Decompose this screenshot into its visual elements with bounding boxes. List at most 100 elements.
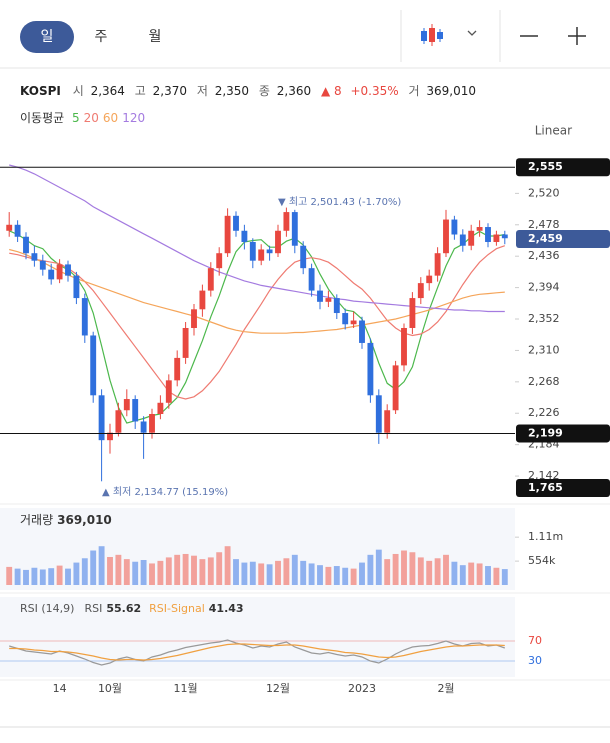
volume-bar <box>325 566 332 585</box>
y-tick-label: 1.11m <box>528 530 563 543</box>
volume-value: 369,010 <box>57 513 112 527</box>
volume-bar <box>199 559 206 585</box>
candle-body <box>300 245 307 269</box>
volume-bar <box>182 553 189 585</box>
volume-bar <box>90 550 97 585</box>
change-pct: +0.35% <box>350 84 398 98</box>
change: ▲ 8 <box>321 84 342 98</box>
scale-mode[interactable]: Linear <box>535 124 572 138</box>
volume-bar <box>434 558 441 585</box>
candle-body <box>443 219 449 254</box>
x-tick-label: 12월 <box>266 682 290 695</box>
candle-body <box>48 269 55 280</box>
price-line-box <box>516 158 610 177</box>
volume-bar <box>275 560 281 585</box>
candle-body <box>392 365 399 411</box>
candle-body <box>6 224 13 231</box>
value: 369,010 <box>426 84 476 98</box>
candle-body <box>434 253 441 276</box>
volume-bar <box>48 568 55 585</box>
high-annotation: ▼ 최고 2,501.43 (-1.70%) <box>278 196 401 208</box>
volume-bar <box>258 563 265 585</box>
tab-week[interactable]: 주 <box>95 29 108 45</box>
candle-body <box>14 224 21 237</box>
volume-bar <box>392 553 399 585</box>
volume-bar <box>367 554 374 585</box>
candle-body <box>350 320 357 325</box>
tab-day[interactable]: 일 <box>41 29 54 45</box>
signal-line <box>9 643 505 661</box>
value: 2,364 <box>91 84 125 98</box>
candle-body <box>157 402 164 414</box>
ma-line <box>9 248 505 334</box>
candle-body <box>459 234 466 246</box>
x-tick-label: 11월 <box>174 682 198 695</box>
candle-body <box>401 327 407 366</box>
volume-bar <box>207 557 214 585</box>
ma-line <box>8 230 505 424</box>
y-tick-label: 2,226 <box>528 406 560 419</box>
volume-bar <box>459 565 466 585</box>
ma-line <box>9 245 506 400</box>
volume-bar <box>468 562 475 585</box>
candle-body <box>56 264 63 280</box>
candle-body <box>485 227 491 242</box>
candle-body <box>182 327 189 358</box>
volume-bar <box>107 556 113 585</box>
volume-bar <box>233 559 239 585</box>
chart-type-icon[interactable] <box>421 24 443 46</box>
volume-bar <box>23 569 29 585</box>
candle-body <box>174 357 181 381</box>
x-tick-label: 14 <box>53 682 67 695</box>
candle-body <box>476 227 483 231</box>
ma-legend-item: 120 <box>122 111 145 125</box>
price-line-label: 2,555 <box>528 160 563 173</box>
volume-bar <box>81 558 88 585</box>
y-tick-label: 2,142 <box>528 469 560 482</box>
zoom-in[interactable] <box>568 27 586 45</box>
rsi-title: RSI (14,9) <box>20 602 74 615</box>
volume-bar <box>140 560 147 585</box>
candle-body <box>31 253 38 261</box>
tab-month[interactable]: 월 <box>149 29 162 45</box>
volume-bar <box>375 549 382 585</box>
volume-bar <box>501 569 508 585</box>
volume-bar <box>291 554 298 585</box>
ma-title: 이동평균 <box>20 111 64 125</box>
candle-body <box>107 432 113 441</box>
volume-bar <box>384 559 391 585</box>
candle-body <box>317 290 323 302</box>
volume-bar <box>115 554 122 585</box>
volume-bar <box>191 555 197 585</box>
ma-line <box>9 164 505 313</box>
candle-body <box>409 298 416 328</box>
label: 저 <box>197 84 208 98</box>
volume-bar <box>317 565 323 585</box>
volume-bar <box>451 561 458 585</box>
volume-title: 거래량 <box>20 513 53 527</box>
value: 2,360 <box>277 84 311 98</box>
candle-body <box>132 399 139 422</box>
low-annotation: ▲ 최저 2,134.77 (15.19%) <box>102 486 228 498</box>
volume-bar <box>342 567 349 585</box>
candle-body <box>207 268 214 291</box>
side-box <box>516 479 610 497</box>
label: 고 <box>135 84 146 98</box>
x-tick-label: 2023 <box>348 682 376 695</box>
symbol: KOSPI <box>20 84 61 98</box>
volume-bar <box>39 569 46 585</box>
signal-name: RSI-Signal <box>149 602 205 615</box>
tab-active-bg[interactable] <box>20 21 74 53</box>
y-tick-label: 2,478 <box>528 218 560 231</box>
rsi-panel-bg <box>0 597 515 677</box>
candle-body <box>115 410 122 433</box>
chevron[interactable] <box>467 30 477 36</box>
volume-bar <box>485 566 491 585</box>
candle-body <box>266 249 273 254</box>
volume-bar <box>165 557 172 585</box>
candle-body <box>123 399 130 411</box>
y-tick-label: 2,520 <box>528 186 560 199</box>
candle-body <box>283 212 290 231</box>
y-tick-label: 554k <box>528 554 556 567</box>
candle-body <box>233 215 239 231</box>
